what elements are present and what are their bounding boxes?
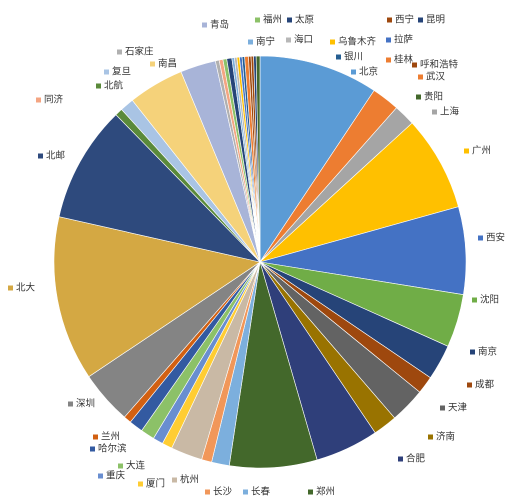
slice-label: 北京 <box>359 66 378 78</box>
slice-label: 厦门 <box>146 478 165 490</box>
slice-label: 乌鲁木齐 <box>338 36 377 48</box>
label-marker <box>467 382 472 388</box>
slice-label: 天津 <box>448 403 468 414</box>
label-marker <box>416 94 421 100</box>
slice-label: 长沙 <box>213 486 233 498</box>
label-marker <box>98 473 103 479</box>
slice-label: 石家庄 <box>125 46 154 58</box>
label-marker <box>138 481 143 487</box>
slice-label: 太原 <box>295 14 314 26</box>
label-marker <box>104 69 109 75</box>
slice <box>58 114 261 263</box>
slice-label: 西宁 <box>395 14 414 26</box>
label-marker <box>387 17 392 23</box>
slice-label: 重庆 <box>106 470 126 482</box>
label-marker <box>36 97 41 103</box>
label-marker <box>432 109 437 115</box>
label-marker <box>308 489 313 495</box>
label-marker <box>172 477 177 483</box>
slice-label: 南昌 <box>158 58 177 70</box>
slice-label: 广州 <box>472 145 491 157</box>
label-marker <box>90 446 95 452</box>
label-marker <box>386 37 391 43</box>
label-marker <box>8 285 13 291</box>
slice-label: 武汉 <box>426 71 446 83</box>
slice <box>259 122 459 263</box>
slice-label: 成都 <box>475 379 495 391</box>
slice-label: 深圳 <box>76 399 95 410</box>
label-marker <box>255 17 260 23</box>
label-marker <box>150 61 155 67</box>
label-marker <box>93 434 98 440</box>
slice-label: 银川 <box>344 51 363 63</box>
slice-label: 海口 <box>294 34 313 46</box>
label-marker <box>398 456 403 462</box>
slice-label: 南京 <box>478 346 497 358</box>
label-marker <box>286 37 291 43</box>
slice <box>259 55 375 263</box>
slice-label: 昆明 <box>426 15 445 26</box>
slice-label: 西安 <box>486 232 505 244</box>
slice-label: 北航 <box>104 80 124 92</box>
slice-label: 南宁 <box>256 36 275 48</box>
slice-label: 郑州 <box>316 486 335 498</box>
label-marker <box>470 349 475 355</box>
slice-label: 拉萨 <box>394 34 414 46</box>
label-marker <box>464 148 469 154</box>
label-marker <box>118 463 123 469</box>
label-marker <box>96 83 101 89</box>
label-marker <box>248 39 253 45</box>
slice-label: 同济 <box>44 94 64 106</box>
label-marker <box>38 153 43 159</box>
label-marker <box>202 22 207 28</box>
label-marker <box>428 434 433 440</box>
slice-label: 合肥 <box>406 453 426 465</box>
slice-label: 青岛 <box>210 19 229 31</box>
slice <box>255 55 261 263</box>
label-marker <box>287 17 292 23</box>
slice-label: 贵阳 <box>424 91 443 103</box>
slice-label: 北邮 <box>46 150 66 162</box>
label-marker <box>478 235 483 241</box>
label-marker <box>440 405 445 411</box>
slice-label: 复旦 <box>112 66 131 78</box>
slice-label: 兰州 <box>101 431 120 443</box>
label-marker <box>472 297 477 303</box>
slice-label: 哈尔滨 <box>98 443 127 455</box>
slice-label: 长春 <box>251 486 271 498</box>
label-marker <box>330 39 335 45</box>
slice <box>53 216 261 378</box>
label-marker <box>68 401 73 407</box>
label-marker <box>412 62 417 68</box>
slice-label: 沈阳 <box>480 294 499 306</box>
slice-label: 济南 <box>436 431 455 443</box>
slice-label: 上海 <box>440 106 460 118</box>
label-marker <box>117 49 122 55</box>
label-marker <box>418 74 423 80</box>
label-marker <box>386 57 391 63</box>
slice-label: 桂林 <box>394 54 414 66</box>
slice-label: 杭州 <box>180 474 199 486</box>
slice-label: 大连 <box>126 460 146 472</box>
slice-label: 福州 <box>263 14 282 26</box>
slice-label: 北大 <box>16 282 36 294</box>
slice-label: 呼和浩特 <box>420 59 459 71</box>
label-marker <box>243 489 248 495</box>
label-marker <box>336 54 341 60</box>
label-marker <box>418 17 423 23</box>
label-marker <box>351 69 356 75</box>
label-marker <box>205 489 210 495</box>
